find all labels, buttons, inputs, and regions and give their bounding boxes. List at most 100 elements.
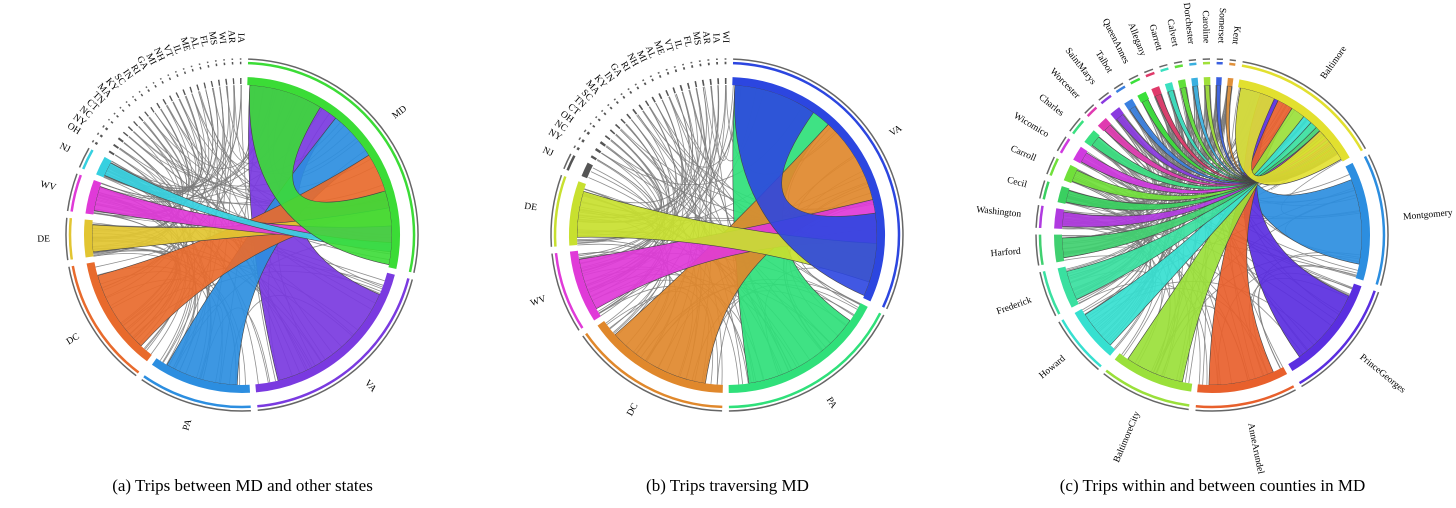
group-track-princegeorges [1298,290,1376,385]
group-track-outer-ny [573,145,577,149]
group-track-annearundel [1195,385,1295,409]
group-arc-oh [108,150,115,156]
group-track-outer-pa [728,314,885,412]
group-track-nj [566,155,576,171]
group-label-me: ME [651,40,665,57]
group-track-ga [629,90,633,94]
group-track-mi [651,78,654,82]
group-track-oh [586,131,591,136]
group-label-al: AL [188,35,201,50]
ribbon-annearundel [1208,100,1293,386]
group-track-wv [70,174,82,212]
group-label-carroll: Carroll [1009,144,1038,164]
group-label-wi: WI [216,31,227,44]
group-arc-ri [156,102,161,109]
group-label-montgomery: Montgomery [1403,208,1454,222]
group-track-nc [104,127,109,131]
group-label-nj: NJ [541,146,555,160]
group-label-il: IL [170,44,182,56]
group-track-pa [728,312,882,409]
group-track-nh [168,77,172,81]
group-arc-nj [96,156,112,178]
group-track-vt [176,74,179,78]
group-track-ky [127,103,131,107]
group-track-outer-baltimorecity [1103,373,1189,411]
group-label-in: IN [602,70,616,84]
group-track-outer-mi [649,75,653,78]
group-arc-me [672,87,676,94]
group-track-outer-ct [107,118,111,121]
group-track-outer-vt [174,70,177,73]
group-track-outer-va [257,279,414,412]
group-arc-baltimore [1238,79,1350,162]
group-track-outer-calvert [1173,60,1183,64]
group-label-vt: VT [160,44,174,60]
group-label-baltimore: Baltimore [1319,45,1349,82]
group-track-outer-ky [125,101,128,104]
major-ribbons [91,84,393,386]
group-track-outer-de [65,217,69,261]
group-arc-de [568,181,586,246]
group-label-caroline: Caroline [1200,10,1211,43]
group-arc-ga [638,104,644,111]
group-track-oh [94,141,99,146]
group-arc-oh [599,141,606,147]
group-track-outer-ma [119,106,122,109]
group-track-ri [147,89,151,93]
caption-a: (a) Trips between MD and other states [112,476,373,495]
group-arc-ga [162,98,167,105]
group-track-outer-vt [673,65,676,68]
group-label-wv: WV [39,180,57,194]
group-track-in [140,93,144,97]
group-arc-ma [620,118,626,124]
group-track-md [247,61,416,273]
group-label-howard: Howard [1038,354,1068,381]
group-arc-in [150,106,155,113]
group-track-outer-washington [1035,204,1040,228]
group-arc-ma [133,120,139,127]
group-track-outer-nc [102,125,105,128]
group-label-me: ME [178,36,192,53]
chart-panel-c: Baltimore Montgomery PrinceGeorges AnneArun… [970,0,1455,508]
group-label-vt: VT [661,38,674,53]
group-arc-calvert [1177,79,1187,89]
group-track-va [732,61,901,308]
group-label-washington: Washington [976,205,1022,220]
group-arc-de [84,219,94,258]
group-track-outer-princegeorges [1301,291,1380,388]
minor-chord [704,85,736,161]
group-track-worcester [1086,106,1098,117]
group-arc-cecil [1057,186,1070,204]
group-track-calvert [1174,64,1184,69]
group-track-saintmarys [1100,94,1112,105]
group-arc-dorchester [1191,77,1199,87]
group-track-outer-cecil [1039,180,1046,199]
group-track-outer-tn [595,116,598,119]
group-track-nh [643,82,647,86]
group-track-ny [576,146,580,151]
group-label-worcester: Worcester [1048,67,1082,102]
group-track-ma [121,109,125,112]
group-arc-dc [597,321,723,393]
group-track-nc [581,139,585,143]
group-track-outer-va [733,58,904,310]
major-ribbons [1061,84,1363,386]
group-track-outer-nh [167,74,170,77]
group-arc-baltimorecity [1114,353,1193,392]
chart-panel-a: MD VA PA DC DE WV NJ OH NY NC CT TN MA KY SC IN RI GA MI NH… [0,0,485,508]
group-track-outer-dc [582,335,723,412]
group-arc-ny [590,155,597,161]
group-label-pa: PA [824,396,839,411]
group-track-outer-pa [141,378,251,412]
group-label-annearundel: AnneArundel [1245,422,1265,475]
group-track-outer-carroll [1046,156,1055,175]
group-label-baltimorecity: BaltimoreCity [1112,410,1142,464]
group-track-outer-ga [627,87,630,91]
group-track-outer-kent [1229,59,1236,62]
group-track-outer-garrett [1159,63,1168,68]
group-track-ga [154,84,157,88]
group-track-mi [161,80,164,84]
ribbon-harford [1061,126,1321,259]
group-label-talbot: Talbot [1093,49,1114,75]
group-track-carroll [1049,158,1059,176]
